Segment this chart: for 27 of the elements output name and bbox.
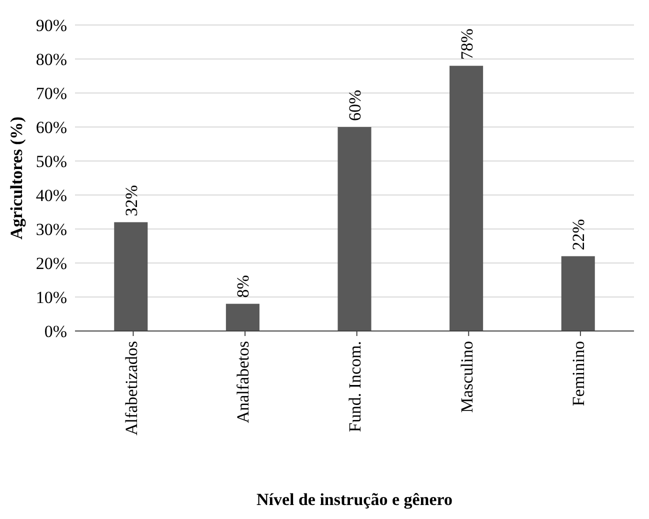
x-axis-title: Nível de instrução e gênero <box>256 490 453 509</box>
bar <box>338 127 372 331</box>
y-axis-title: Agricultores (%) <box>7 116 26 240</box>
y-tick-label: 20% <box>36 254 67 273</box>
y-tick-label: 70% <box>36 84 67 103</box>
bar <box>561 256 595 331</box>
y-tick-label: 60% <box>36 118 67 137</box>
data-label: 78% <box>457 28 476 60</box>
data-label: 8% <box>234 275 253 298</box>
y-tick-label: 50% <box>36 152 67 171</box>
x-tick-label: Alfabetizados <box>122 341 141 436</box>
y-tick-label: 80% <box>36 50 67 69</box>
bar <box>450 66 484 331</box>
x-tick-label: Fund. Incom. <box>345 341 364 432</box>
bar <box>114 222 148 331</box>
x-tick-label: Analfabetos <box>234 341 253 424</box>
y-tick-label: 40% <box>36 186 67 205</box>
y-tick-label: 0% <box>44 322 67 341</box>
x-tick-label: Feminino <box>569 341 588 406</box>
y-tick-label: 90% <box>36 16 67 35</box>
data-label: 32% <box>122 185 141 216</box>
bar <box>226 304 260 331</box>
y-tick-label: 30% <box>36 220 67 239</box>
data-label: 22% <box>569 219 588 250</box>
x-tick-label: Masculino <box>457 341 476 413</box>
y-tick-label: 10% <box>36 288 67 307</box>
data-label: 60% <box>345 90 364 121</box>
